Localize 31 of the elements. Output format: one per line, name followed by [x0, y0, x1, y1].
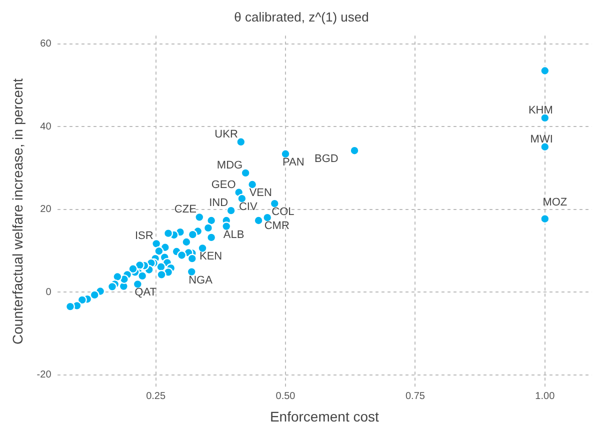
annotation: KEN: [200, 250, 222, 263]
annotation: GEO: [211, 178, 236, 191]
annotation: UKR: [214, 128, 238, 140]
annotation: VEN: [249, 187, 272, 200]
annotation: NGA: [188, 274, 214, 286]
annotation: QAT: [134, 286, 157, 299]
annotation: MOZ: [542, 196, 568, 208]
annotation: CMR: [264, 220, 290, 232]
y-tick-label: 60: [40, 38, 52, 50]
annotation: PAN: [282, 156, 304, 168]
annotation: ISR: [134, 230, 154, 242]
annotation: MWI: [530, 133, 553, 146]
annotation: CIV: [238, 201, 258, 214]
x-tick-label: 0.75: [405, 390, 426, 402]
annotation: KHM: [528, 104, 553, 116]
annotation: IND: [209, 197, 228, 210]
chart-title: θ calibrated, z^(1) used: [234, 9, 369, 24]
annotation: CZE: [174, 204, 196, 216]
x-tick-label: 1.00: [535, 390, 556, 402]
x-tick-label: 0.25: [146, 390, 166, 402]
y-tick-label: 0: [46, 286, 52, 298]
annotation: BGD: [314, 153, 338, 166]
y-axis-title: Counterfactual welfare increase, in percent: [9, 78, 26, 344]
y-tick-label: 20: [40, 204, 52, 216]
x-tick-label: 0.50: [276, 390, 296, 402]
annotation: ALB: [223, 228, 244, 241]
y-tick-label: 40: [40, 121, 52, 132]
y-tick-label: -20: [36, 370, 52, 381]
x-axis-title: Enforcement cost: [270, 408, 380, 424]
annotation: COL: [272, 206, 294, 218]
annotation: MDG: [216, 159, 243, 172]
